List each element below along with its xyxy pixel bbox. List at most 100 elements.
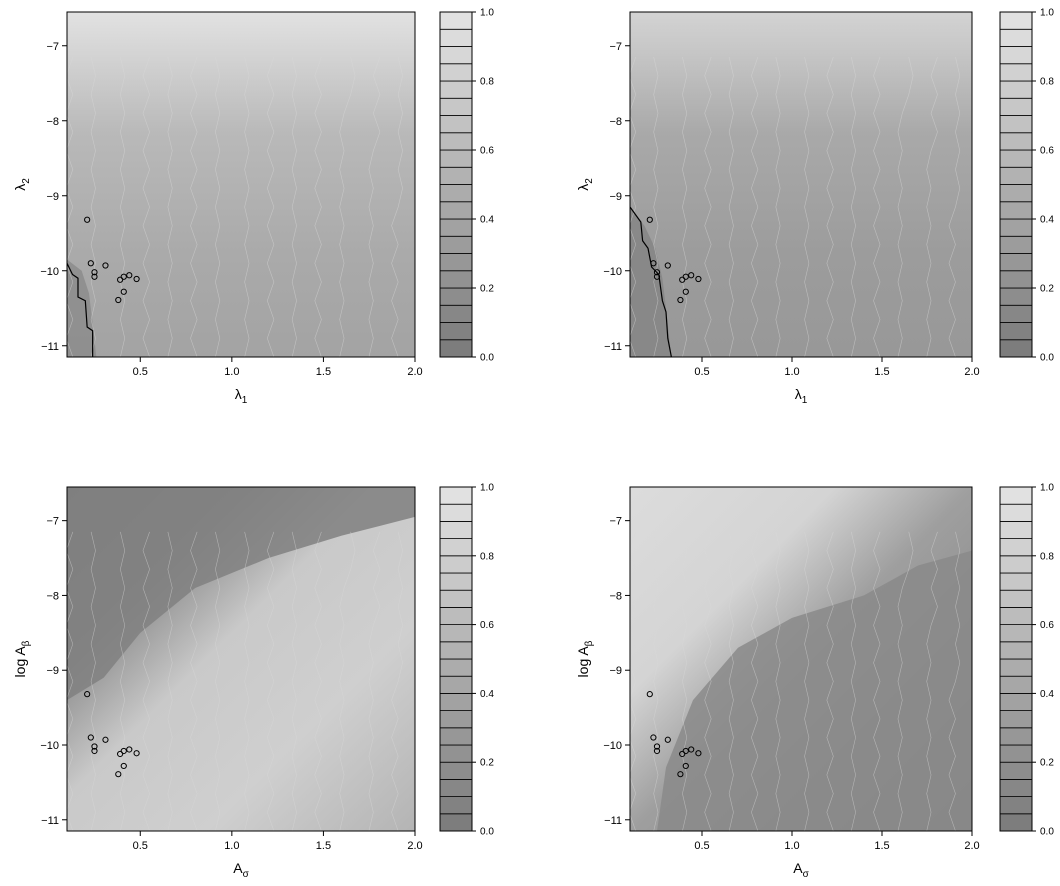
x-tick-label: 1.0 <box>224 840 239 852</box>
colorbar-level <box>999 589 1033 608</box>
colorbar-level <box>999 218 1033 237</box>
y-tick-label: −10 <box>40 740 59 752</box>
data-point <box>84 691 91 698</box>
y-tick-label: −11 <box>604 815 622 827</box>
colorbar-level <box>439 675 473 694</box>
colorbar-level <box>439 339 473 358</box>
colorbar-level <box>999 304 1033 323</box>
data-point <box>117 276 124 283</box>
contour-texture <box>850 56 863 357</box>
data-point <box>91 273 98 280</box>
data-point <box>120 762 127 770</box>
contour-texture <box>167 56 179 357</box>
colorbar: 0.0 0.2 0.4 0.6 0.8 1.0 <box>439 483 494 838</box>
colorbar-level <box>439 641 473 660</box>
colorbar-tick-label: 0.6 <box>480 146 494 157</box>
colorbar-level <box>439 63 473 82</box>
data-point <box>87 734 94 741</box>
contour-texture <box>215 531 229 831</box>
heatmap-surface <box>67 12 415 357</box>
colorbar-level <box>439 322 473 341</box>
data-point <box>677 771 684 778</box>
colorbar-level <box>439 184 473 203</box>
contour-texture <box>244 56 254 357</box>
contour-texture <box>948 56 961 357</box>
colorbar-level <box>999 538 1033 557</box>
y-axis-title: log Aβ <box>575 640 595 677</box>
x-tick-label: 1.0 <box>224 366 239 378</box>
colorbar-level <box>999 555 1033 574</box>
colorbar-level <box>439 166 473 185</box>
colorbar-level <box>439 572 473 591</box>
data-point <box>120 273 127 280</box>
data-point <box>653 273 661 280</box>
y-tick-label: −9 <box>46 191 59 203</box>
colorbar-level <box>999 693 1033 712</box>
colorbar-level <box>439 235 473 254</box>
contour-texture <box>314 531 328 831</box>
colorbar-tick-label: 0.4 <box>480 689 494 700</box>
colorbar-level <box>439 149 473 168</box>
colorbar-level <box>439 201 473 220</box>
colorbar-level <box>999 761 1033 780</box>
colorbar-frame <box>999 486 1033 832</box>
contour-texture <box>751 531 765 831</box>
data-point <box>688 746 695 753</box>
x-tick-label: 2.0 <box>964 366 979 378</box>
colorbar-level <box>999 97 1033 116</box>
colorbar-tick-label: 0.0 <box>480 353 494 364</box>
colorbar-level <box>439 555 473 574</box>
colorbar-tick-label: 0.8 <box>480 77 494 88</box>
x-tick-label: 1.5 <box>316 366 331 378</box>
colorbar-level <box>999 80 1033 99</box>
data-point <box>133 750 140 757</box>
colorbar-level <box>439 218 473 237</box>
colorbar-tick-label: 1.0 <box>1040 483 1054 494</box>
contour-texture <box>926 56 938 357</box>
plot-frame <box>66 11 416 358</box>
colorbar-level <box>439 710 473 729</box>
colorbar: 0.0 0.2 0.4 0.6 0.8 1.0 <box>999 8 1054 364</box>
colorbar-tick-label: 0.8 <box>1040 551 1054 562</box>
y-tick-label: −9 <box>46 665 59 677</box>
colorbar-level <box>439 589 473 608</box>
colorbar-level <box>999 339 1033 358</box>
colorbar-level <box>439 607 473 626</box>
panel-1: 0.5 1.0 1.5 2.0 −7 −8 −9 −10 −11 λ1 λ2 0.0 0.2 0.4 0.6… <box>12 8 494 407</box>
data-point <box>695 750 702 757</box>
data-point <box>115 296 122 304</box>
x-tick-label: 1.0 <box>784 366 799 378</box>
contour-texture <box>266 56 279 357</box>
data-point <box>84 216 91 223</box>
colorbar-tick-label: 0.2 <box>480 758 494 769</box>
colorbar-level <box>439 486 473 505</box>
contour-line <box>67 262 94 357</box>
data-point <box>102 262 109 269</box>
colorbar-level <box>999 115 1033 134</box>
y-tick-label: −11 <box>41 341 59 353</box>
contour-texture <box>266 531 279 831</box>
colorbar-level <box>439 503 473 522</box>
contour-texture <box>704 531 716 831</box>
colorbar-tick-label: 1.0 <box>480 483 494 494</box>
x-tick-label: 2.0 <box>407 840 422 852</box>
contour-texture <box>90 56 105 357</box>
data-point <box>117 750 124 758</box>
data-point <box>102 736 109 743</box>
contour-texture <box>948 531 961 831</box>
colorbar-tick-label: 1.0 <box>480 8 494 19</box>
colorbar-tick-label: 0.8 <box>480 551 494 562</box>
colorbar-tick-label: 0.0 <box>1040 827 1054 838</box>
contour-texture <box>90 531 105 831</box>
colorbar-level <box>439 796 473 815</box>
data-point <box>126 746 133 753</box>
y-tick-label: −10 <box>603 266 622 278</box>
contour-texture <box>826 56 838 357</box>
colorbar-level <box>999 710 1033 729</box>
colorbar-level <box>439 46 473 65</box>
contour-texture <box>190 56 204 357</box>
contour-texture <box>142 531 154 831</box>
colorbar-frame <box>439 11 473 358</box>
heatmap-region <box>67 487 415 701</box>
panel-2: 0.5 1.0 1.5 2.0 −7 −8 −9 −10 −11 λ1 λ2 0.0 0.2 0.4 0.6… <box>575 8 1054 407</box>
